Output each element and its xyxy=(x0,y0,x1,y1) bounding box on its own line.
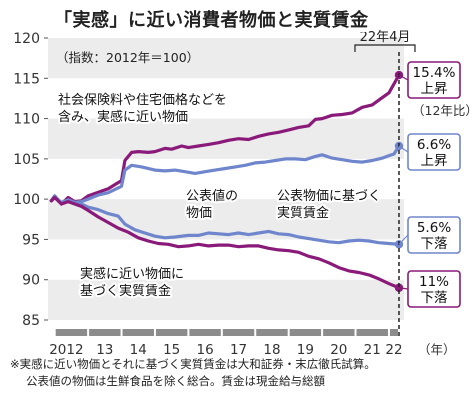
x-axis-segment xyxy=(389,329,398,336)
annotation-halo: 実感に近い物価に xyxy=(80,266,184,282)
date-marker: 22年4月 xyxy=(354,30,416,336)
end-direction-0: 上昇 xyxy=(421,81,448,97)
y-tick-label: 110 xyxy=(13,112,40,128)
x-tick-label: 13 xyxy=(96,342,113,358)
change-note: （12年比） xyxy=(412,103,472,118)
x-tick-label: 21 xyxy=(364,342,381,358)
y-tick-label: 120 xyxy=(13,31,40,47)
annotation-1: 物価 xyxy=(186,206,212,221)
end-direction-3: 下落 xyxy=(421,290,448,306)
end-direction-1: 上昇 xyxy=(421,153,448,169)
x-axis-segment xyxy=(323,329,355,336)
y-tick-label: 95 xyxy=(22,232,40,248)
annotation-halo: 含み、実感に近い物価 xyxy=(58,109,188,125)
x-axis: 2012 13 14 15 16 17 18 19 20 21 22 （年） xyxy=(49,329,456,358)
chart-bands xyxy=(48,38,404,320)
date-marker-bracket xyxy=(354,44,416,52)
end-change-1: 6.6% xyxy=(417,137,451,153)
x-tick-label: 18 xyxy=(263,342,280,358)
chart-title: 「実感」に近い消費者物価と実質賃金 xyxy=(54,10,369,31)
end-box-2 xyxy=(407,216,461,254)
title-bar: 「実感」に近い消費者物価と実質賃金 xyxy=(54,6,369,32)
x-tick-label: 22 xyxy=(385,342,402,358)
end-direction-2: 下落 xyxy=(421,236,448,252)
x-axis-segment xyxy=(122,329,154,336)
x-tick-label: 19 xyxy=(297,342,314,358)
x-axis-segment xyxy=(155,329,188,336)
y-tick-label: 100 xyxy=(13,192,40,208)
y-tick-label: 105 xyxy=(13,152,40,168)
x-tick-label: 16 xyxy=(197,342,214,358)
end-connector xyxy=(398,234,409,245)
annotation-3: 基づく実質賃金 xyxy=(80,283,171,299)
annotation-2: 公表物価に基づく xyxy=(277,189,381,204)
annotation-1: 公表値の xyxy=(186,188,238,204)
end-box-0 xyxy=(407,61,461,99)
date-marker-label: 22年4月 xyxy=(360,30,411,45)
series-line-1 xyxy=(49,144,401,204)
source-note: ※実感に近い物価とそれに基づく実質賃金は大和証券・末広徹氏試算。 xyxy=(10,357,376,371)
x-axis-segment xyxy=(222,329,255,336)
index-note: （指数：2012年＝100） xyxy=(56,50,199,65)
annotation-halo: 公表値の xyxy=(186,188,238,204)
band xyxy=(48,118,404,159)
annotations: 社会保険料や住宅価格などを社会保険料や住宅価格などを含み、実感に近い物価含み、実… xyxy=(56,90,383,301)
band xyxy=(48,38,404,79)
x-axis-segment xyxy=(256,329,288,336)
y-tick-label: 90 xyxy=(22,273,40,289)
y-tick-label: 85 xyxy=(22,313,40,329)
x-tick-label: 15 xyxy=(163,342,180,358)
end-change-3: 11% xyxy=(419,274,449,290)
annotation-0: 含み、実感に近い物価 xyxy=(58,109,188,125)
annotation-halo: 基づく実質賃金 xyxy=(80,283,171,299)
band xyxy=(48,279,404,320)
annotation-3: 実感に近い物価に xyxy=(80,266,184,282)
end-box-1 xyxy=(407,133,461,171)
x-tick-label: 20 xyxy=(330,342,347,358)
series-layer xyxy=(49,70,404,292)
x-axis-segment xyxy=(89,329,121,336)
y-tick-label: 115 xyxy=(13,71,40,87)
series-line-0 xyxy=(49,73,401,206)
end-change-2: 5.6% xyxy=(417,220,451,236)
x-tick-label: 2012 xyxy=(49,342,83,358)
band xyxy=(48,199,404,240)
end-connector xyxy=(398,145,409,153)
x-axis-segment xyxy=(189,329,221,336)
x-axis-unit: （年） xyxy=(418,342,456,357)
x-axis-segment xyxy=(356,329,388,336)
annotation-0: 社会保険料や住宅価格などを xyxy=(58,92,227,108)
series-line-2 xyxy=(49,194,401,246)
end-connector xyxy=(398,287,409,290)
x-axis-segment xyxy=(289,329,322,336)
x-tick-label: 17 xyxy=(230,342,247,358)
x-axis-segment xyxy=(55,329,88,336)
series-line-3 xyxy=(49,195,401,290)
x-tick-label: 14 xyxy=(130,342,147,358)
annotation-halo: 実質賃金 xyxy=(277,205,329,221)
annotation-halo: 社会保険料や住宅価格などを xyxy=(58,92,227,108)
annotation-halo: 物価 xyxy=(186,206,212,221)
annotation-2: 実質賃金 xyxy=(277,205,329,221)
end-connector xyxy=(398,74,409,81)
y-axis: 85 90 95 100 105 110 115 120 （指数：2012年＝100） xyxy=(13,31,199,329)
annotation-halo: 公表物価に基づく xyxy=(277,189,381,204)
end-change-0: 15.4% xyxy=(413,65,456,81)
definition-note: 公表値の物価は生鮮食品を除く総合。賃金は現金給与総額 xyxy=(26,374,325,388)
end-box-3 xyxy=(407,270,461,308)
